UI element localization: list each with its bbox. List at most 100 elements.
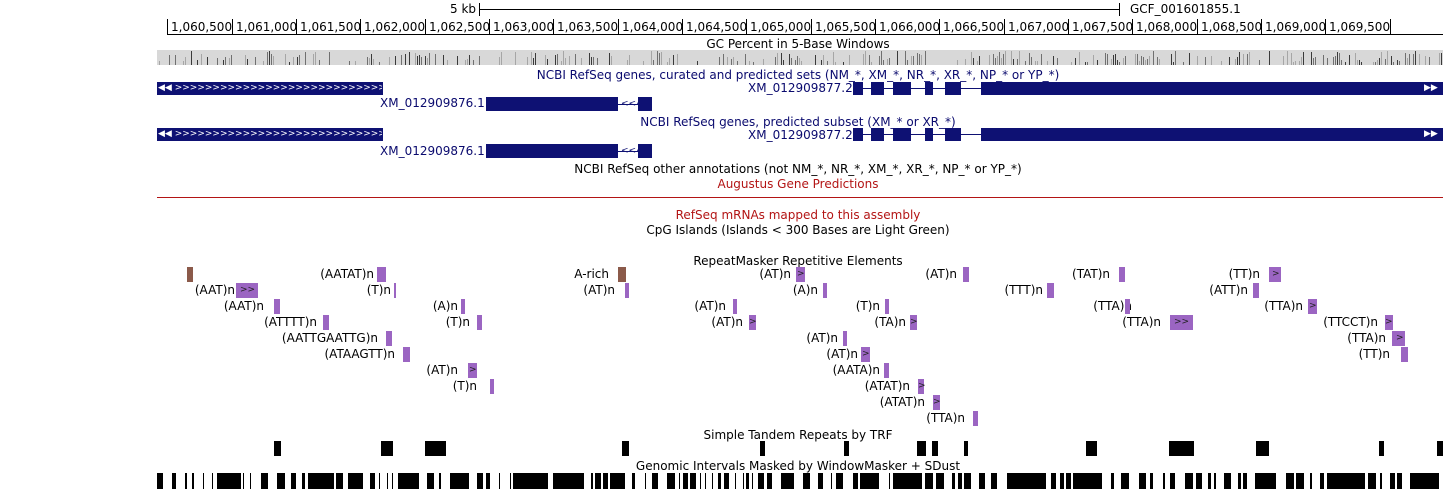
repeat-element[interactable] xyxy=(733,299,737,314)
masked-interval[interactable] xyxy=(308,473,334,489)
tandem-repeat[interactable] xyxy=(1086,441,1097,456)
gene-exon[interactable] xyxy=(871,82,884,95)
repeat-element[interactable] xyxy=(625,283,629,298)
repeat-element[interactable] xyxy=(187,267,193,282)
masked-interval[interactable] xyxy=(936,473,944,489)
masked-interval[interactable] xyxy=(1163,473,1165,489)
repeat-element[interactable] xyxy=(1269,267,1281,282)
masked-interval[interactable] xyxy=(818,473,823,489)
gene-exon[interactable] xyxy=(945,128,961,141)
masked-interval[interactable] xyxy=(718,473,721,489)
gene-feature[interactable] xyxy=(157,128,383,141)
masked-interval[interactable] xyxy=(291,473,296,489)
repeat-element[interactable] xyxy=(963,267,969,282)
tandem-repeat[interactable] xyxy=(274,441,281,456)
repeat-element[interactable] xyxy=(1119,267,1125,282)
masked-interval[interactable] xyxy=(427,473,434,489)
masked-interval[interactable] xyxy=(261,473,268,489)
repeat-element[interactable] xyxy=(477,315,482,330)
masked-interval[interactable] xyxy=(979,473,985,489)
repeat-element[interactable] xyxy=(461,299,465,314)
repeat-element[interactable] xyxy=(1125,299,1130,314)
gene-exon[interactable] xyxy=(638,144,652,158)
windowmasker-track[interactable] xyxy=(0,473,1443,489)
masked-interval[interactable] xyxy=(591,473,593,489)
gene-exon[interactable] xyxy=(945,82,961,95)
masked-interval[interactable] xyxy=(1121,473,1129,489)
tandem-repeat[interactable] xyxy=(760,441,765,456)
masked-interval[interactable] xyxy=(450,473,469,489)
masked-interval[interactable] xyxy=(172,473,176,489)
masked-interval[interactable] xyxy=(700,473,701,489)
masked-interval[interactable] xyxy=(1139,473,1146,489)
masked-interval[interactable] xyxy=(595,473,601,489)
repeat-element[interactable] xyxy=(1308,299,1317,314)
masked-interval[interactable] xyxy=(250,473,251,489)
masked-interval[interactable] xyxy=(712,473,713,489)
masked-interval[interactable] xyxy=(991,473,997,489)
masked-interval[interactable] xyxy=(958,473,962,489)
masked-interval[interactable] xyxy=(277,473,285,489)
masked-interval[interactable] xyxy=(652,473,658,489)
masked-interval[interactable] xyxy=(1185,473,1193,489)
masked-interval[interactable] xyxy=(667,473,675,489)
augustus-feature-line[interactable] xyxy=(157,197,1443,198)
masked-interval[interactable] xyxy=(192,473,194,489)
masked-interval[interactable] xyxy=(1150,473,1153,489)
masked-interval[interactable] xyxy=(964,473,971,489)
masked-interval[interactable] xyxy=(705,473,706,489)
masked-interval[interactable] xyxy=(1327,473,1365,489)
masked-interval[interactable] xyxy=(379,473,380,489)
gene-label-xm-012909876[interactable]: XM_012909876.1 xyxy=(380,96,485,110)
repeat-element[interactable] xyxy=(843,331,847,346)
repeat-element[interactable] xyxy=(386,331,392,346)
masked-interval[interactable] xyxy=(752,473,753,489)
repeat-element[interactable] xyxy=(377,267,386,282)
masked-interval[interactable] xyxy=(1286,473,1294,489)
masked-interval[interactable] xyxy=(767,473,772,489)
masked-interval[interactable] xyxy=(831,473,832,489)
masked-interval[interactable] xyxy=(925,473,933,489)
repeat-element[interactable] xyxy=(394,283,396,298)
gc-percent-track[interactable] xyxy=(157,50,1443,65)
masked-interval[interactable] xyxy=(1170,473,1175,489)
masked-interval[interactable] xyxy=(853,473,858,489)
repeat-element[interactable] xyxy=(323,315,329,330)
repeat-element[interactable] xyxy=(490,379,494,394)
masked-interval[interactable] xyxy=(370,473,375,489)
repeat-element[interactable] xyxy=(236,283,258,298)
masked-interval[interactable] xyxy=(610,473,625,489)
repeat-element[interactable] xyxy=(861,347,870,362)
masked-interval[interactable] xyxy=(1255,473,1276,489)
tandem-repeat[interactable] xyxy=(917,441,926,456)
masked-interval[interactable] xyxy=(1196,473,1202,489)
gene-label-xm-012909876[interactable]: XM_012909876.1 xyxy=(380,144,485,158)
masked-interval[interactable] xyxy=(1410,473,1439,489)
masked-interval[interactable] xyxy=(1368,473,1376,489)
masked-interval[interactable] xyxy=(683,473,688,489)
masked-interval[interactable] xyxy=(1238,473,1241,489)
gene-exon[interactable] xyxy=(981,128,1443,141)
masked-interval[interactable] xyxy=(1390,473,1395,489)
repeat-element[interactable] xyxy=(1047,283,1054,298)
masked-interval[interactable] xyxy=(1296,473,1304,489)
masked-interval[interactable] xyxy=(499,473,500,489)
tandem-repeat[interactable] xyxy=(1437,441,1443,456)
masked-interval[interactable] xyxy=(1320,473,1324,489)
masked-interval[interactable] xyxy=(157,473,163,489)
masked-interval[interactable] xyxy=(348,473,363,489)
repeat-element[interactable] xyxy=(796,267,805,282)
tandem-repeat[interactable] xyxy=(381,441,393,456)
tandem-repeat[interactable] xyxy=(1256,441,1269,456)
masked-interval[interactable] xyxy=(439,473,441,489)
tandem-repeat[interactable] xyxy=(964,441,968,456)
gene-exon[interactable] xyxy=(486,144,618,158)
tandem-repeat[interactable] xyxy=(425,441,446,456)
masked-interval[interactable] xyxy=(302,473,305,489)
masked-interval[interactable] xyxy=(781,473,794,489)
masked-interval[interactable] xyxy=(724,473,729,489)
masked-interval[interactable] xyxy=(553,473,584,489)
masked-interval[interactable] xyxy=(889,473,890,489)
masked-interval[interactable] xyxy=(387,473,388,489)
masked-interval[interactable] xyxy=(1007,473,1046,489)
